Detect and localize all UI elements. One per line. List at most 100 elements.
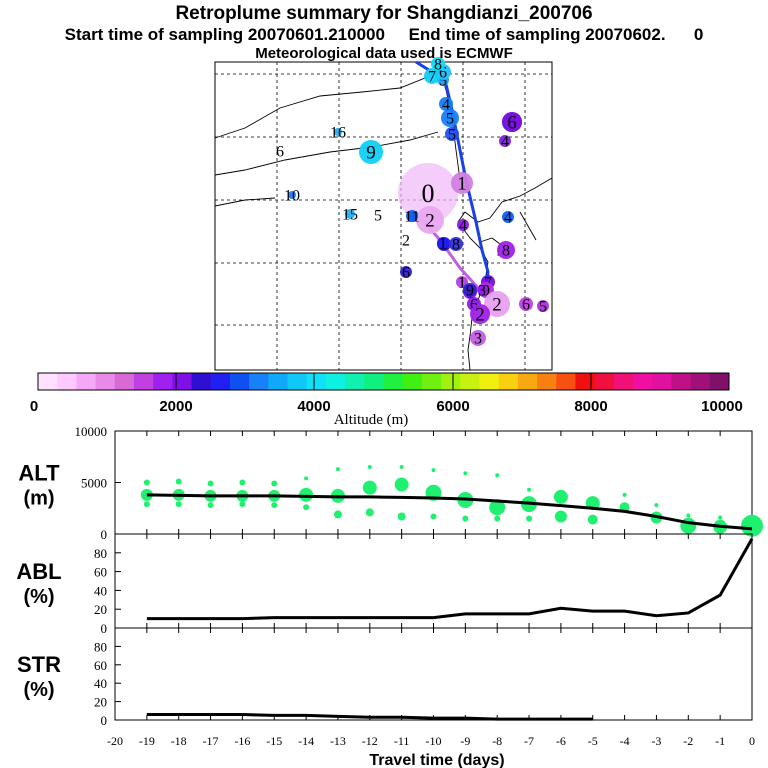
marker-label: 1 (458, 275, 466, 292)
marker-label: 4 (459, 218, 467, 235)
scatter-point (495, 473, 500, 478)
marker-dot (345, 209, 355, 219)
scatter-point (741, 514, 763, 537)
map-marker: 4 (502, 210, 514, 227)
trajectory-map: 0112345678911265233645456787649166101551… (214, 57, 553, 371)
marker-dot (477, 285, 487, 295)
marker-dot (406, 210, 418, 222)
time-series-panels: 0500010000ALT(m)020406080ABL(%)020406080… (16, 424, 763, 768)
colorbar-swatch (556, 373, 576, 390)
panel-yunit: (%) (23, 586, 54, 608)
x-tick-label: -5 (588, 734, 598, 748)
marker-dot (502, 211, 514, 223)
colorbar-title: Altitude (m) (334, 412, 409, 428)
series-line (146, 712, 593, 721)
map-marker: 5 (537, 299, 549, 316)
marker-dot (437, 237, 449, 249)
marker-label: 5 (446, 111, 454, 128)
marker-label: 11 (404, 209, 419, 226)
x-axis-title: Travel time (days) (369, 752, 504, 768)
colorbar-swatch (364, 373, 384, 390)
colorbar-swatch (191, 373, 212, 390)
colorbar-swatch (114, 373, 135, 390)
colorbar-tick-label: 10000 (701, 398, 743, 415)
map-marker: 5 (374, 208, 382, 225)
colorbar-tick-label: 2000 (159, 398, 192, 415)
scatter-point (239, 479, 246, 486)
scatter-point (686, 513, 691, 518)
colorbar-swatch (498, 373, 519, 390)
marker-dot (484, 291, 510, 317)
marker-label: 8 (502, 243, 510, 260)
x-tick-label: -6 (556, 734, 566, 748)
chart-title: Retroplume summary for Shangdianzi_20070… (175, 3, 593, 24)
colorbar-swatch (383, 373, 404, 390)
marker-label: 8 (434, 57, 442, 74)
marker-dot (445, 127, 459, 141)
marker-label: 16 (330, 125, 346, 142)
colorbar-tick-label: 8000 (574, 398, 607, 415)
map-marker: 6 (276, 144, 284, 161)
panel-abl: 0 20 40 60 80 ABL(%) (16, 533, 754, 636)
map-marker: 6 (519, 297, 533, 314)
map-marker: 2 (470, 304, 490, 326)
panel-yunit: (%) (23, 679, 54, 701)
x-tick-label: -7 (524, 734, 534, 748)
marker-label: 9 (466, 283, 474, 300)
map-marker: 1 (437, 236, 449, 253)
colorbar-swatch (210, 373, 231, 390)
panel-str: 0 20 40 60 80 STR(%) (17, 627, 753, 728)
marker-dot (456, 276, 468, 288)
marker-dot (451, 172, 473, 194)
scatter-point (553, 489, 568, 504)
scatter-point (397, 512, 406, 521)
marker-dot (398, 163, 458, 223)
scatter-point (143, 479, 150, 486)
scatter-point (430, 513, 437, 520)
y-tick-label: 60 (94, 658, 107, 673)
scatter-point (367, 465, 372, 470)
marker-dot (537, 300, 549, 312)
x-axis: -20 -19 -18 -17 -16 -15 -14 -13 -12 -11 -10 -9 -8 -7-… (107, 734, 755, 768)
colorbar-swatch (709, 373, 730, 390)
marker-label: 10 (284, 188, 300, 205)
colorbar-swatch (268, 373, 289, 390)
marker-label: 5 (539, 299, 547, 316)
met-data-label: Meteorological data used is ECMWF (255, 45, 513, 62)
scatter-point (526, 515, 533, 522)
x-tick-label: -15 (266, 734, 282, 748)
scatter-point (303, 504, 310, 511)
marker-dot (502, 112, 522, 132)
colorbar-swatch (76, 373, 97, 390)
scatter-point (304, 476, 309, 481)
marker-dot (497, 241, 515, 259)
scatter-point (394, 477, 409, 492)
marker-label: 4 (501, 134, 509, 151)
y-tick-label: 40 (94, 676, 107, 691)
x-tick-label: -11 (394, 734, 410, 748)
marker-label: 5 (439, 73, 447, 90)
panel-alt: 0 5000 10000 ALT(m) (18, 424, 763, 542)
x-tick-label: -18 (171, 734, 187, 748)
x-tick-label: -4 (620, 734, 630, 748)
scatter-point (207, 480, 214, 487)
map-marker: 15 (342, 207, 358, 224)
marker-label: 5 (374, 208, 382, 225)
colorbar-swatch (594, 373, 615, 390)
marker-label: 2 (475, 305, 485, 326)
panel-frame (114, 627, 753, 721)
marker-label: 7 (428, 69, 436, 86)
panel-ylabel: ABL (16, 559, 61, 584)
map-marker: 4 (499, 134, 511, 151)
map-marker: 6 (400, 265, 412, 282)
marker-label: 3 (478, 283, 486, 300)
end-time-label: End time of sampling 20070602. (408, 25, 666, 44)
marker-label: 6 (276, 144, 284, 161)
end-time-tail: 0 (693, 25, 704, 44)
scatter-point (365, 508, 374, 517)
colorbar-swatch (690, 373, 711, 390)
colorbar-swatch (229, 373, 250, 390)
scatter-point (527, 487, 532, 492)
x-tick-label: -8 (492, 734, 502, 748)
map-marker: 10 (284, 188, 300, 205)
